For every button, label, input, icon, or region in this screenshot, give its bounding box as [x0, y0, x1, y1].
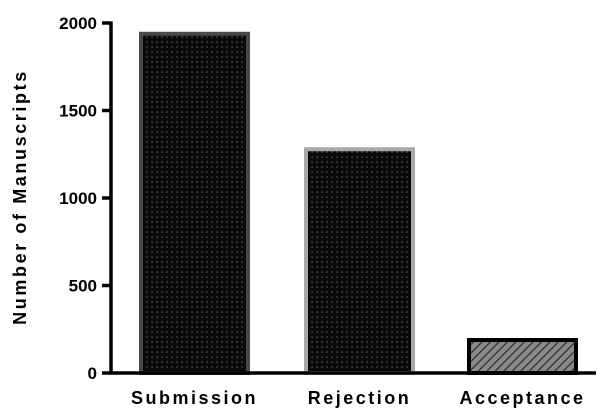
y-tick-label: 500	[69, 277, 97, 296]
y-tick-label: 1000	[59, 189, 97, 208]
bar-rejection	[304, 147, 415, 375]
bars-layer	[139, 31, 578, 375]
y-tick-label: 0	[88, 364, 97, 383]
axes-layer	[102, 21, 596, 375]
bar-acceptance	[467, 338, 578, 375]
y-axis-title: Number of Manuscripts	[10, 69, 30, 325]
bar-submission	[139, 31, 250, 375]
category-labels: Submission Rejection Acceptance	[131, 388, 585, 408]
y-tick-label: 1500	[59, 102, 97, 121]
y-tick-label: 2000	[59, 14, 97, 33]
category-label-submission: Submission	[131, 388, 258, 408]
tick-labels: 0 500 1000 1500 2000	[59, 14, 97, 383]
category-label-rejection: Rejection	[308, 388, 412, 408]
category-label-acceptance: Acceptance	[459, 388, 585, 408]
